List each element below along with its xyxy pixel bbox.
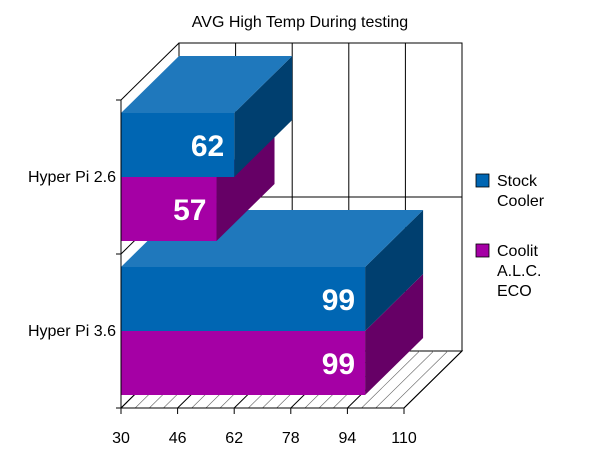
- legend: Stock Cooler Coolit A.L.C. ECO: [475, 173, 545, 300]
- category-label-1: Hyper Pi 3.6: [28, 323, 116, 340]
- legend-swatch-1: [475, 243, 490, 258]
- axes: 30 46 62 78 94 110 Hyper Pi 2.6 Hyper Pi 3.6: [28, 99, 417, 447]
- x-tick-label-1: 46: [169, 430, 187, 447]
- legend-swatch-0: [475, 173, 490, 188]
- x-tick-label-0: 30: [112, 430, 130, 447]
- bar-1-1-front: [121, 331, 366, 395]
- bar-0-1-front: [121, 177, 217, 241]
- bar-0-1-value: 57: [173, 194, 206, 227]
- bars: 99 99 57 62: [121, 56, 424, 395]
- floor-minor-4-2: [375, 350, 434, 409]
- bar-1-1-value: 99: [322, 348, 355, 381]
- x-tick-label-2: 62: [225, 430, 243, 447]
- left-wall-top-edge: [120, 42, 180, 101]
- legend-line-0-0: Stock: [497, 173, 538, 190]
- floor-minor-4-3: [389, 350, 449, 409]
- floor-line-5: [403, 350, 463, 409]
- legend-line-1-1: A.L.C.: [497, 263, 541, 280]
- x-tick-label-4: 94: [339, 430, 357, 447]
- x-tick-label-5: 110: [391, 430, 417, 447]
- category-label-0: Hyper Pi 2.6: [28, 169, 116, 186]
- legend-line-0-1: Cooler: [497, 193, 545, 210]
- legend-label-1: Coolit A.L.C. ECO: [497, 243, 541, 300]
- legend-line-1-0: Coolit: [497, 243, 538, 260]
- bar-0-0-top: [121, 56, 293, 113]
- bar-1-0-side: [365, 210, 424, 331]
- bar-1-1-side: [365, 274, 424, 395]
- bar-0-0-front: [121, 113, 235, 177]
- legend-line-1-2: ECO: [497, 283, 532, 300]
- legend-label-0: Stock Cooler: [497, 173, 545, 210]
- x-tick-label-3: 78: [282, 430, 300, 447]
- bar-0-0-side: [234, 56, 293, 177]
- bar-0-0-value: 62: [191, 130, 224, 163]
- chart-title: AVG High Temp During testing: [192, 14, 408, 31]
- floor-minor-4-1: [361, 350, 420, 409]
- bar-1-0-front: [121, 267, 366, 331]
- bar-1-0-value: 99: [322, 284, 355, 317]
